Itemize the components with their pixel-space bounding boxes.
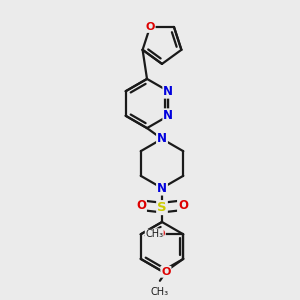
Text: CH₃: CH₃: [150, 287, 168, 297]
Text: O: O: [145, 22, 155, 32]
Text: S: S: [157, 201, 167, 214]
Text: O: O: [155, 229, 165, 239]
Text: N: N: [157, 132, 167, 146]
Text: N: N: [163, 85, 173, 98]
Text: O: O: [178, 199, 188, 212]
Text: CH₃: CH₃: [145, 229, 163, 239]
Text: N: N: [157, 182, 167, 195]
Text: O: O: [136, 199, 146, 212]
Text: O: O: [161, 267, 171, 277]
Text: N: N: [163, 109, 173, 122]
